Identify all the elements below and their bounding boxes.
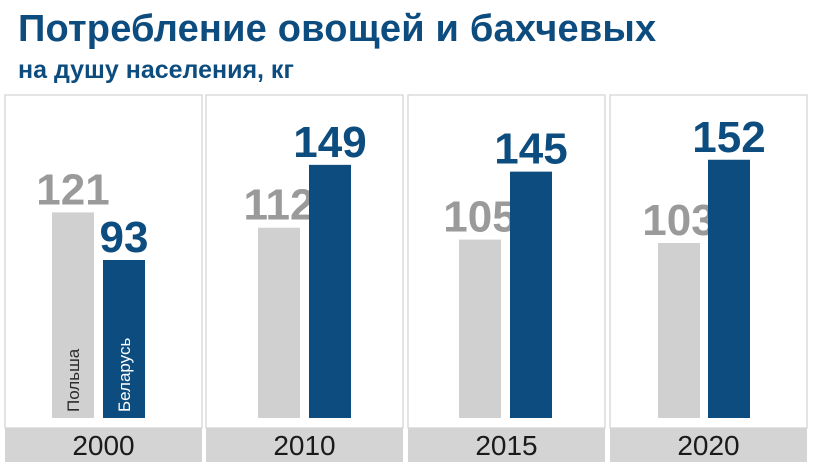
bar-belarus-2000 [103,259,145,418]
panel-2015 [407,94,606,429]
chart-subtitle: на душу населения, кг [18,56,294,84]
series-label-belarus: Беларусь [115,338,134,412]
year-label-2010: 2010 [273,430,335,461]
year-box-2015 [408,428,605,462]
panel-2010 [205,94,404,429]
year-box-2020 [610,428,807,462]
bar-poland-2010 [258,227,300,418]
value-label-poland-2000: 121 [36,165,109,214]
bar-poland-2015 [459,239,501,418]
year-box-2010 [206,428,403,462]
value-label-poland-2015: 105 [443,193,516,242]
bar-belarus-2020 [708,159,750,418]
bar-poland-2020 [658,243,700,418]
year-box-2000 [5,428,202,462]
value-label-poland-2010: 112 [244,181,315,230]
value-label-belarus-2020: 152 [692,113,765,162]
value-label-belarus-2000: 93 [100,213,149,262]
value-label-belarus-2015: 145 [494,125,567,174]
year-label-2000: 2000 [72,430,134,461]
chart-title: Потребление овощей и бахчевых [18,8,657,50]
bar-belarus-2010 [309,164,351,418]
value-label-poland-2020: 103 [642,196,715,245]
year-label-2015: 2015 [475,430,537,461]
year-label-2020: 2020 [677,430,739,461]
bar-belarus-2015 [510,171,552,418]
bar-poland-2000 [52,212,94,418]
series-label-poland: Польша [64,348,83,412]
value-label-belarus-2010: 149 [293,118,366,167]
